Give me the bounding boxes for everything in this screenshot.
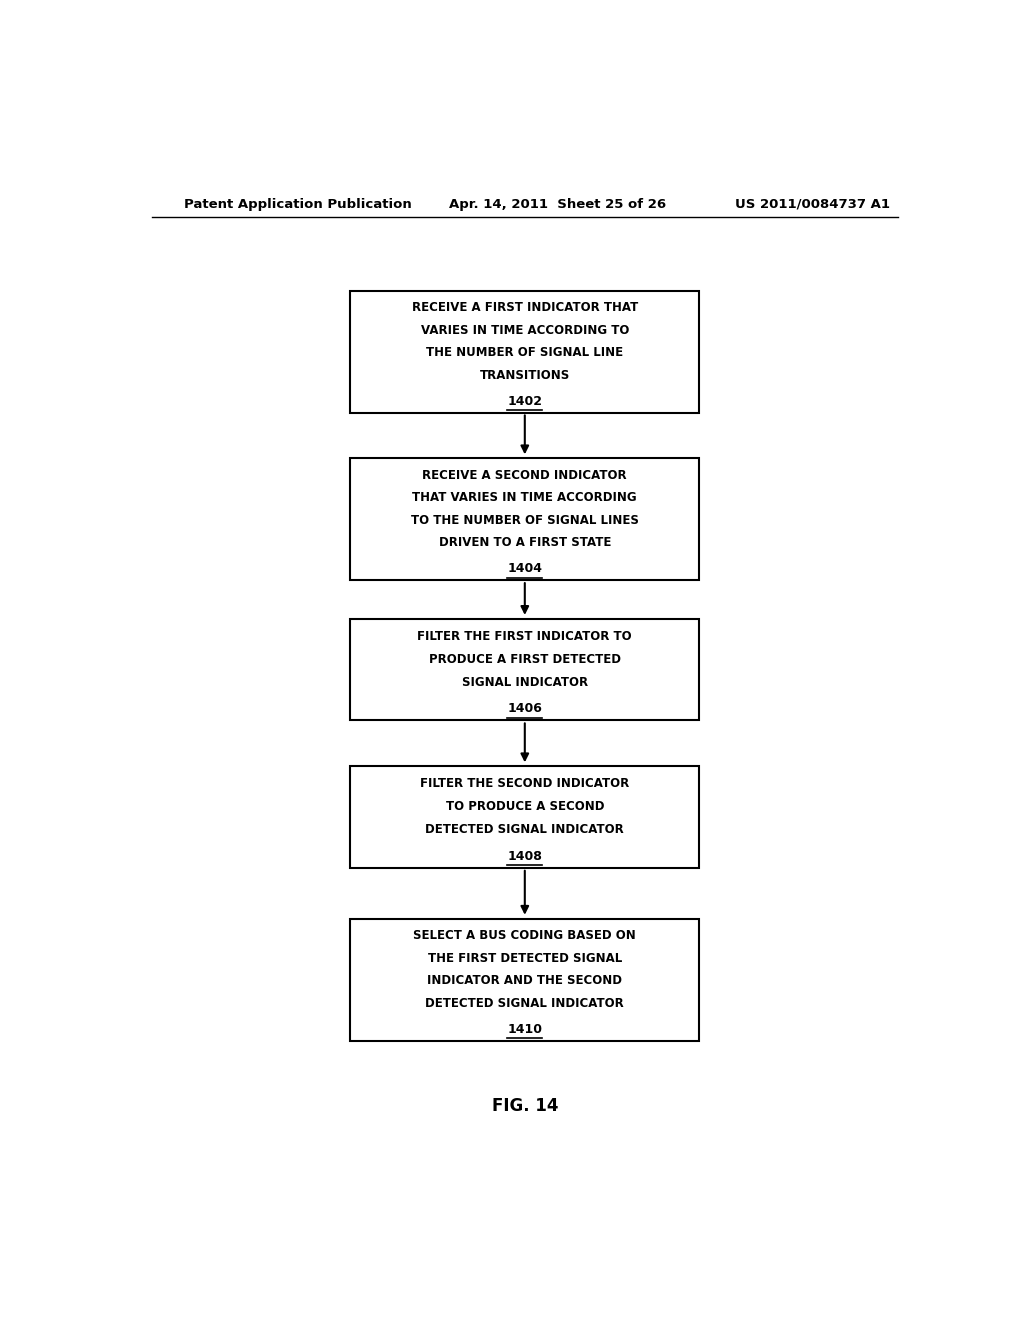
- Text: VARIES IN TIME ACCORDING TO: VARIES IN TIME ACCORDING TO: [421, 323, 629, 337]
- Text: SIGNAL INDICATOR: SIGNAL INDICATOR: [462, 676, 588, 689]
- Text: Apr. 14, 2011  Sheet 25 of 26: Apr. 14, 2011 Sheet 25 of 26: [450, 198, 667, 211]
- Text: PRODUCE A FIRST DETECTED: PRODUCE A FIRST DETECTED: [429, 653, 621, 665]
- Text: FILTER THE FIRST INDICATOR TO: FILTER THE FIRST INDICATOR TO: [418, 630, 632, 643]
- Text: THE NUMBER OF SIGNAL LINE: THE NUMBER OF SIGNAL LINE: [426, 346, 624, 359]
- Text: THE FIRST DETECTED SIGNAL: THE FIRST DETECTED SIGNAL: [428, 952, 622, 965]
- Text: 1402: 1402: [507, 395, 543, 408]
- Text: Patent Application Publication: Patent Application Publication: [183, 198, 412, 211]
- Text: SELECT A BUS CODING BASED ON: SELECT A BUS CODING BASED ON: [414, 929, 636, 942]
- FancyBboxPatch shape: [350, 766, 699, 867]
- Text: TO THE NUMBER OF SIGNAL LINES: TO THE NUMBER OF SIGNAL LINES: [411, 513, 639, 527]
- Text: 1410: 1410: [507, 1023, 543, 1036]
- Text: US 2011/0084737 A1: US 2011/0084737 A1: [735, 198, 890, 211]
- Text: RECEIVE A SECOND INDICATOR: RECEIVE A SECOND INDICATOR: [423, 469, 627, 482]
- FancyBboxPatch shape: [350, 919, 699, 1040]
- FancyBboxPatch shape: [350, 290, 699, 412]
- Text: INDICATOR AND THE SECOND: INDICATOR AND THE SECOND: [427, 974, 623, 987]
- Text: RECEIVE A FIRST INDICATOR THAT: RECEIVE A FIRST INDICATOR THAT: [412, 301, 638, 314]
- Text: DETECTED SIGNAL INDICATOR: DETECTED SIGNAL INDICATOR: [425, 824, 625, 837]
- Text: THAT VARIES IN TIME ACCORDING: THAT VARIES IN TIME ACCORDING: [413, 491, 637, 504]
- Text: DRIVEN TO A FIRST STATE: DRIVEN TO A FIRST STATE: [438, 536, 611, 549]
- Text: 1404: 1404: [507, 562, 543, 576]
- Text: TRANSITIONS: TRANSITIONS: [479, 368, 570, 381]
- FancyBboxPatch shape: [350, 619, 699, 721]
- Text: 1406: 1406: [507, 702, 543, 715]
- Text: TO PRODUCE A SECOND: TO PRODUCE A SECOND: [445, 800, 604, 813]
- FancyBboxPatch shape: [350, 458, 699, 581]
- Text: FILTER THE SECOND INDICATOR: FILTER THE SECOND INDICATOR: [420, 777, 630, 791]
- Text: DETECTED SIGNAL INDICATOR: DETECTED SIGNAL INDICATOR: [425, 997, 625, 1010]
- Text: FIG. 14: FIG. 14: [492, 1097, 558, 1114]
- Text: 1408: 1408: [507, 850, 543, 863]
